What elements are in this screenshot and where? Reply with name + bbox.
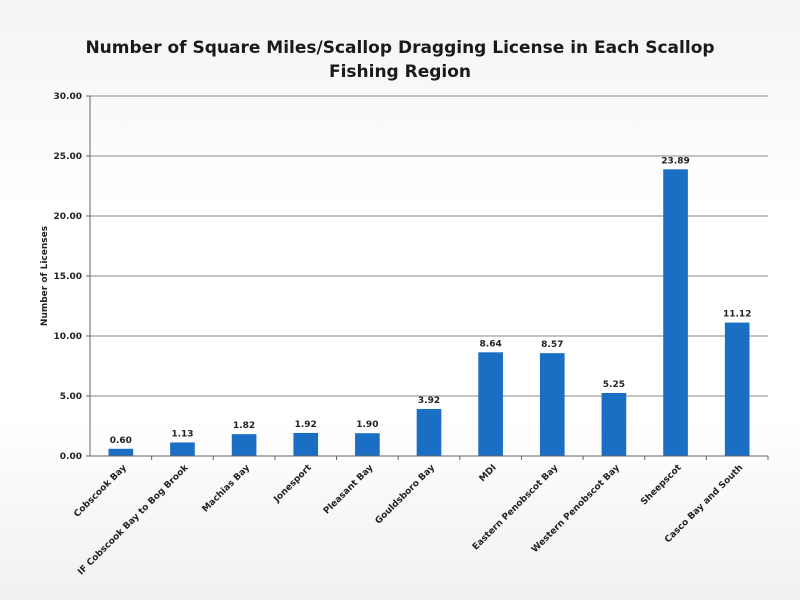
data-label: 3.92 <box>418 396 440 406</box>
bar <box>724 322 750 456</box>
chart-title-line-1: Number of Square Miles/Scallop Dragging … <box>85 38 715 58</box>
x-tick-label: Machias Bay <box>201 463 253 515</box>
x-tick-label: Cobscook Bay <box>72 463 129 520</box>
x-tick-label: MDI <box>478 463 499 484</box>
chart-title: Number of Square Miles/Scallop Dragging … <box>0 36 800 84</box>
y-tick-label: 30.00 <box>54 92 82 102</box>
data-label: 8.64 <box>480 339 502 349</box>
data-label: 1.82 <box>233 421 255 431</box>
y-tick-label: 0.00 <box>60 452 82 462</box>
x-tick-label: IF Cobscook Bay to Bog Brook <box>76 462 191 577</box>
y-tick-label: 25.00 <box>54 152 82 162</box>
x-tick-label: Jonesport <box>272 463 315 506</box>
data-label: 1.92 <box>295 420 317 430</box>
data-label: 8.57 <box>541 340 563 350</box>
bar <box>355 433 380 456</box>
bar <box>231 434 257 456</box>
bars <box>108 169 750 456</box>
bar <box>478 352 503 456</box>
data-labels: 0.60 1.13 1.82 1.92 1.90 3.92 8.64 8.57 5.25 23.8… <box>110 156 752 445</box>
bar <box>539 353 565 456</box>
bar <box>170 442 195 456</box>
data-label: 23.89 <box>661 156 689 166</box>
x-tick-label: Gouldsboro Bay <box>374 463 438 527</box>
bar <box>663 169 688 456</box>
bar <box>293 432 319 456</box>
y-tick-label: 5.00 <box>60 392 82 402</box>
data-label: 1.90 <box>356 420 378 430</box>
y-axis-label: Number of Licenses <box>40 226 50 326</box>
chart-title-line-2: Fishing Region <box>328 62 472 82</box>
data-label: 1.13 <box>171 429 193 439</box>
data-label: 5.25 <box>603 380 625 390</box>
data-label: 11.12 <box>723 310 751 320</box>
gridlines <box>90 95 768 397</box>
x-tick-label: Pleasant Bay <box>322 463 376 517</box>
bar <box>108 448 134 456</box>
y-tick-label: 15.00 <box>54 272 82 282</box>
y-axis-ticks: 0.00 5.00 10.00 15.00 20.00 25.00 30.00 <box>54 92 90 462</box>
bar <box>416 408 442 456</box>
data-label: 0.60 <box>110 436 132 446</box>
y-tick-label: 20.00 <box>54 212 82 222</box>
x-tick-label: Sheepscot <box>639 463 684 508</box>
y-tick-label: 10.00 <box>54 332 82 342</box>
bar <box>601 393 627 456</box>
